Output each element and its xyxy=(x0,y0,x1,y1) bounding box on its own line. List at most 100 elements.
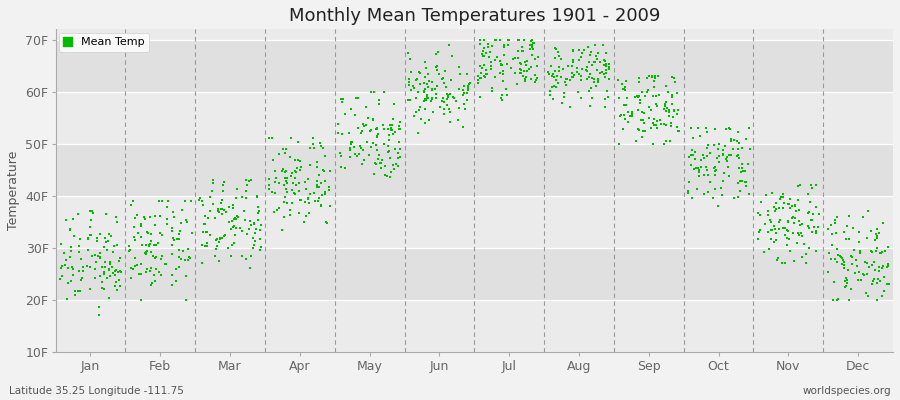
Point xyxy=(277,199,292,205)
Point xyxy=(138,250,152,256)
Point xyxy=(460,97,474,104)
Point xyxy=(671,106,686,113)
Point xyxy=(268,175,283,182)
Point xyxy=(62,254,77,260)
Point xyxy=(148,255,162,261)
Point xyxy=(686,134,700,141)
Point xyxy=(850,262,864,269)
Point xyxy=(229,216,243,222)
Point xyxy=(343,153,357,160)
Point xyxy=(612,112,626,119)
Point xyxy=(494,97,508,103)
Point xyxy=(625,111,639,118)
Point xyxy=(551,49,565,56)
Point xyxy=(694,157,708,163)
Point xyxy=(649,122,663,129)
Point xyxy=(194,194,208,201)
Point xyxy=(645,140,660,147)
Point xyxy=(563,104,578,110)
Point xyxy=(179,273,194,280)
Point xyxy=(761,208,776,214)
Point xyxy=(779,242,794,248)
Point xyxy=(808,204,823,210)
Point xyxy=(590,76,605,83)
Point xyxy=(182,254,196,260)
Point xyxy=(546,83,561,89)
Point xyxy=(776,205,790,211)
Point xyxy=(248,238,262,244)
Point xyxy=(662,89,676,96)
Point xyxy=(494,62,508,68)
Point xyxy=(342,130,356,136)
Point xyxy=(842,213,857,220)
Point xyxy=(144,265,158,271)
Point xyxy=(96,269,111,275)
Point xyxy=(642,104,656,110)
Point xyxy=(97,264,112,270)
Point xyxy=(632,127,646,133)
Point xyxy=(141,242,156,248)
Point xyxy=(667,108,681,114)
Point xyxy=(572,47,586,53)
Point xyxy=(165,282,179,289)
Point xyxy=(824,242,839,248)
Point xyxy=(367,171,382,178)
Point xyxy=(852,229,867,235)
Point xyxy=(761,229,776,236)
Point xyxy=(225,218,239,225)
Point xyxy=(144,282,158,288)
Point xyxy=(732,165,746,171)
Point xyxy=(631,126,645,132)
Point xyxy=(90,238,104,244)
Point xyxy=(447,94,462,101)
Point xyxy=(418,86,432,93)
Point xyxy=(880,261,895,268)
Point xyxy=(829,230,843,236)
Point xyxy=(875,249,889,256)
Point xyxy=(97,244,112,250)
Point xyxy=(706,195,720,201)
Point xyxy=(291,138,305,145)
Point xyxy=(846,225,860,231)
Point xyxy=(523,42,537,48)
Point xyxy=(616,86,631,92)
Point xyxy=(109,214,123,220)
Point xyxy=(497,44,511,51)
Point xyxy=(318,153,332,160)
Point xyxy=(598,104,612,110)
Point xyxy=(383,168,398,175)
Point xyxy=(635,116,650,123)
Point xyxy=(554,56,568,63)
Point xyxy=(665,74,680,80)
Point xyxy=(317,168,331,174)
Point xyxy=(511,55,526,62)
Point xyxy=(348,95,363,101)
Point xyxy=(314,180,328,186)
Point xyxy=(170,236,184,242)
Point xyxy=(837,229,851,236)
Point xyxy=(694,164,708,170)
Point xyxy=(599,60,614,67)
Point xyxy=(671,128,686,134)
Point xyxy=(598,70,613,76)
Point xyxy=(420,81,435,88)
Point xyxy=(634,117,648,123)
Point xyxy=(762,217,777,224)
Point xyxy=(86,210,100,216)
Point xyxy=(298,179,312,186)
Point xyxy=(830,296,844,303)
Point xyxy=(360,139,374,145)
Point xyxy=(590,66,604,73)
Point xyxy=(242,178,256,184)
Point xyxy=(461,86,475,93)
Point xyxy=(159,204,174,210)
Point xyxy=(385,126,400,133)
Point xyxy=(369,126,383,132)
Point xyxy=(831,252,845,259)
Point xyxy=(647,116,662,122)
Point xyxy=(68,232,82,239)
Point xyxy=(148,222,162,228)
Point xyxy=(361,115,375,121)
Point xyxy=(585,95,599,101)
Point xyxy=(771,219,786,225)
